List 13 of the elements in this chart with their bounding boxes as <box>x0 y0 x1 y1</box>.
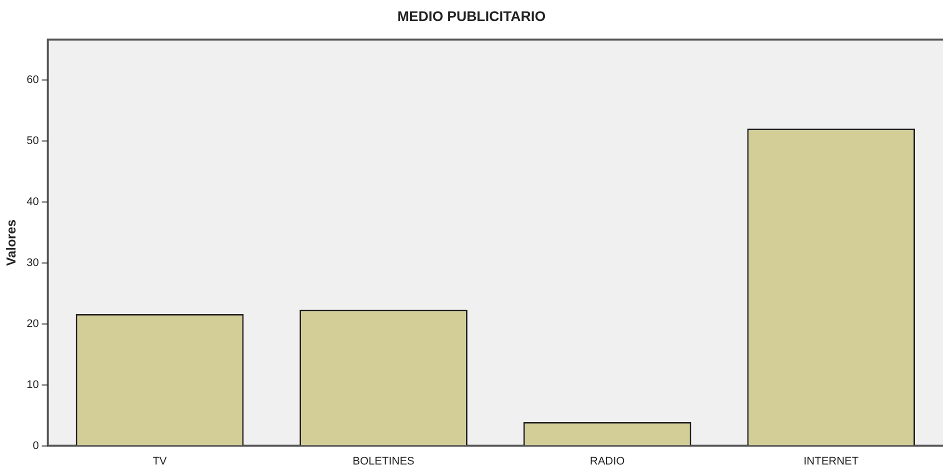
y-tick-label: 40 <box>26 196 39 208</box>
y-tick-label: 20 <box>26 318 39 330</box>
y-tick-label: 30 <box>26 256 39 269</box>
y-axis-title: Valores <box>3 220 18 266</box>
y-tick-label: 0 <box>32 440 39 452</box>
x-tick-label: INTERNET <box>804 455 859 468</box>
x-tick-label: TV <box>152 455 168 468</box>
y-tick-label: 60 <box>26 74 39 86</box>
y-tick-label: 10 <box>26 378 39 391</box>
chart-title: MEDIO PUBLICITARIO <box>396 8 547 24</box>
x-tick-label: BOLETINES <box>352 455 414 468</box>
y-tick-label: 50 <box>26 134 39 147</box>
x-tick-label: RADIO <box>590 455 626 468</box>
